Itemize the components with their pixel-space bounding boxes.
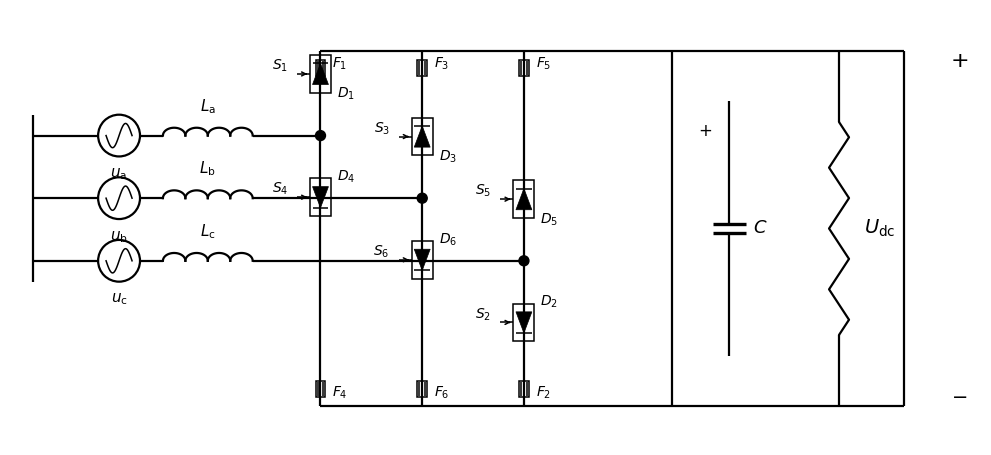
Text: $D_4$: $D_4$ xyxy=(337,169,355,185)
Text: $L_{\mathrm{a}}$: $L_{\mathrm{a}}$ xyxy=(200,97,216,116)
Text: $L_{\mathrm{b}}$: $L_{\mathrm{b}}$ xyxy=(199,160,216,178)
Text: $F_1$: $F_1$ xyxy=(332,56,348,72)
Text: $+$: $+$ xyxy=(949,51,968,71)
Polygon shape xyxy=(312,187,328,208)
Text: $D_5$: $D_5$ xyxy=(540,211,559,228)
Polygon shape xyxy=(516,189,532,210)
Text: $+$: $+$ xyxy=(699,122,713,141)
Text: $D_3$: $D_3$ xyxy=(439,148,457,165)
Text: $D_6$: $D_6$ xyxy=(439,232,457,248)
Text: $S_4$: $S_4$ xyxy=(272,181,288,197)
Circle shape xyxy=(417,193,427,203)
Bar xyxy=(417,60,427,76)
Bar xyxy=(411,118,433,156)
Text: $u_{\mathrm{a}}$: $u_{\mathrm{a}}$ xyxy=(110,167,128,182)
Text: $S_3$: $S_3$ xyxy=(374,121,389,137)
Text: $u_{\mathrm{c}}$: $u_{\mathrm{c}}$ xyxy=(111,292,128,307)
Bar xyxy=(315,60,325,76)
Bar xyxy=(411,241,433,278)
Text: $D_2$: $D_2$ xyxy=(540,294,558,310)
Bar xyxy=(513,180,534,218)
Bar xyxy=(519,380,529,398)
Text: $S_5$: $S_5$ xyxy=(476,183,492,199)
Text: $F_5$: $F_5$ xyxy=(536,56,551,72)
Text: $u_{\mathrm{b}}$: $u_{\mathrm{b}}$ xyxy=(110,229,128,245)
Text: $S_2$: $S_2$ xyxy=(476,306,492,323)
Text: $S_6$: $S_6$ xyxy=(374,243,389,260)
Text: $C$: $C$ xyxy=(753,219,767,238)
Circle shape xyxy=(519,256,529,266)
Text: $U_{\mathrm{dc}}$: $U_{\mathrm{dc}}$ xyxy=(864,218,896,239)
Polygon shape xyxy=(414,126,430,147)
Text: $F_4$: $F_4$ xyxy=(332,385,348,401)
Bar xyxy=(315,380,325,398)
Text: $L_{\mathrm{c}}$: $L_{\mathrm{c}}$ xyxy=(200,222,216,241)
Text: $D_1$: $D_1$ xyxy=(337,86,355,102)
Text: $F_3$: $F_3$ xyxy=(434,56,450,72)
Bar xyxy=(310,178,331,216)
Bar xyxy=(310,55,331,93)
Text: $S_1$: $S_1$ xyxy=(272,58,288,74)
Text: $F_6$: $F_6$ xyxy=(434,385,450,401)
Bar xyxy=(519,60,529,76)
Polygon shape xyxy=(312,63,328,85)
Circle shape xyxy=(315,131,325,141)
Text: $-$: $-$ xyxy=(950,386,967,405)
Polygon shape xyxy=(516,312,532,333)
Bar xyxy=(513,303,534,341)
Polygon shape xyxy=(414,249,430,270)
Text: $F_2$: $F_2$ xyxy=(536,385,551,401)
Bar xyxy=(417,380,427,398)
